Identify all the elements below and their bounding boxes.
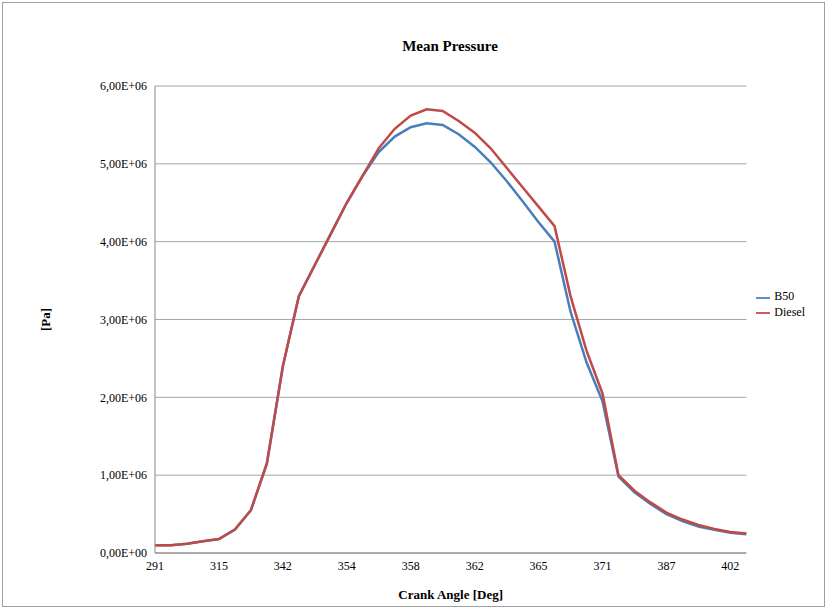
svg-text:365: 365 [530,559,548,573]
svg-text:354: 354 [338,559,356,573]
svg-text:342: 342 [274,559,292,573]
html-text:Mean Pressure: Mean Pressure [402,38,498,54]
svg-text:362: 362 [466,559,484,573]
svg-text:2,00E+06: 2,00E+06 [100,391,147,405]
svg-text:402: 402 [721,559,739,573]
svg-text:387: 387 [657,559,675,573]
svg-text:6,00E+06: 6,00E+06 [100,79,147,93]
svg-text:Crank Angle [Deg]: Crank Angle [Deg] [398,587,503,602]
html-text:Diesel: Diesel [774,304,805,319]
svg-text:315: 315 [210,559,228,573]
svg-text:3,00E+06: 3,00E+06 [100,313,147,327]
svg-text:1,00E+06: 1,00E+06 [100,468,147,482]
svg-text:358: 358 [402,559,420,573]
svg-text:[Pa]: [Pa] [38,308,53,331]
svg-text:0,00E+00: 0,00E+00 [100,546,147,560]
svg-text:371: 371 [594,559,612,573]
svg-text:291: 291 [146,559,164,573]
html-text:B50: B50 [774,289,795,304]
svg-text:4,00E+06: 4,00E+06 [100,235,147,249]
svg-text:5,00E+06: 5,00E+06 [100,157,147,171]
